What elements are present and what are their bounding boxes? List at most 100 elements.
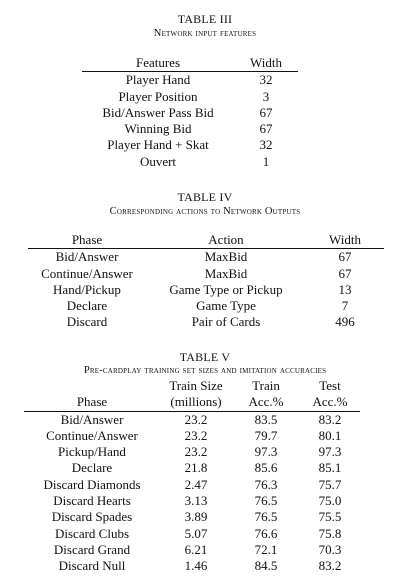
table-cell: 76.6 [254,525,278,541]
table-cell: 67 [338,249,352,265]
table-row: Declare Game Type 7 [28,298,384,314]
table-cell: Discard Null [58,558,126,574]
table-cell: Pickup/Hand [58,444,126,460]
table4-header-width: Width [306,232,384,250]
table4-header-row: Phase Action Width [28,232,384,250]
table-row: Player Position 3 [82,89,298,105]
table4-header-action: Action [146,232,306,250]
table-cell: Discard [66,314,108,330]
table-cell: 1 [262,153,270,169]
table-cell: Ouvert [139,153,177,169]
table4-label: TABLE IV [177,190,233,204]
table-cell: 97.3 [318,444,342,460]
table-row: Discard Hearts 3.13 76.5 75.0 [24,493,360,509]
table-cell: 3.89 [184,509,208,525]
table-cell: Discard Diamonds [43,476,141,492]
table-row: Bid/Answer 23.2 83.5 83.2 [24,411,360,428]
table3-header-row: Features Width [82,55,298,73]
table-cell: 83.2 [318,411,342,427]
table5-body: Bid/Answer 23.2 83.5 83.2 Continue/Answer 23.… [24,411,360,574]
table-cell: Game Type or Pickup [169,281,283,297]
table-cell: 70.3 [318,541,342,557]
table5: Train Size Train Test Phase (millions) A… [24,378,360,575]
table-cell: Bid/Answer Pass Bid [102,104,214,120]
table-cell: 32 [259,72,273,88]
table-row: Discard Spades 3.89 76.5 75.5 [24,509,360,525]
table-row: Continue/Answer MaxBid 67 [28,266,384,282]
table-cell: 75.8 [318,525,342,541]
table5-header-top-train: Train [252,378,280,393]
table-row: Ouvert 1 [82,154,298,170]
table-row: Continue/Answer 23.2 79.7 80.1 [24,428,360,444]
table3-header-features: Features [82,55,234,73]
table-cell: 32 [259,137,273,153]
table-row: Bid/Answer MaxBid 67 [28,249,384,266]
table-cell: 1.46 [184,558,208,574]
table3: Features Width Player Hand 32 Player Posit… [82,55,298,170]
table-cell: Discard Hearts [53,493,131,509]
table-cell: Bid/Answer [55,249,119,265]
table5-header-size: (millions) [160,394,232,412]
table-row: Discard Grand 6.21 72.1 70.3 [24,542,360,558]
table-cell: Hand/Pickup [53,281,121,297]
table-row: Winning Bid 67 [82,121,298,137]
table-row: Pickup/Hand 23.2 97.3 97.3 [24,444,360,460]
table-cell: 13 [338,281,352,297]
table-cell: 6.21 [184,541,208,557]
table5-header-test-acc: Acc.% [300,394,360,412]
table-cell: Continue/Answer [41,265,133,281]
table-cell: 67 [259,104,273,120]
table3-header-width: Width [234,55,298,73]
table-cell: Declare [71,460,113,476]
table-cell: 21.8 [184,460,208,476]
table-cell: 23.2 [184,427,208,443]
table-cell: 76.5 [254,509,278,525]
table-cell: 79.7 [254,427,278,443]
table-row: Discard Pair of Cards 496 [28,314,384,330]
table-cell: 76.5 [254,493,278,509]
table4-header-phase: Phase [28,232,146,250]
table-cell: 80.1 [318,427,342,443]
table-cell: 3.13 [184,493,208,509]
table-row: Bid/Answer Pass Bid 67 [82,105,298,121]
table-row: Player Hand + Skat 32 [82,137,298,153]
table4: Phase Action Width Bid/Answer MaxBid 67 Con… [28,232,384,331]
table-cell: Declare [66,298,108,314]
table-cell: 75.0 [318,493,342,509]
table-cell: 67 [338,265,352,281]
table5-caption: Pre-cardplay training set sizes and imit… [83,365,327,376]
table-cell: 97.3 [254,444,278,460]
table5-header-top-test: Test [319,378,341,393]
table-cell: Discard Grand [53,541,131,557]
table-cell: Game Type [196,298,256,314]
table5-header-top-phase [24,378,160,394]
table-row: Discard Diamonds 2.47 76.3 75.7 [24,477,360,493]
table-cell: Discard Spades [51,509,133,525]
table3-body: Player Hand 32 Player Position 3 Bid/Answer … [82,72,298,170]
table-cell: Player Position [118,88,198,104]
table-cell: MaxBid [204,265,248,281]
table5-header-top-size: Train Size [169,378,223,393]
table-cell: Discard Clubs [54,525,130,541]
table5-header-phase: Phase [24,394,160,412]
table5-header-train-acc: Acc.% [232,394,300,412]
table-cell: 5.07 [184,525,208,541]
table-cell: Bid/Answer [60,411,124,427]
table5-label: TABLE V [179,350,231,364]
table-cell: MaxBid [204,249,248,265]
table-cell: 83.5 [254,411,278,427]
table-cell: 2.47 [184,476,208,492]
table-cell: 3 [262,88,270,104]
table5-header-top-row: Train Size Train Test [24,378,360,394]
table-row: Discard Clubs 5.07 76.6 75.8 [24,526,360,542]
table-cell: 85.1 [318,460,342,476]
table3-label: TABLE III [177,12,233,26]
table5-header-row: Phase (millions) Acc.% Acc.% [24,394,360,412]
table-cell: 23.2 [184,444,208,460]
table-cell: Player Hand [125,72,191,88]
table-cell: Continue/Answer [46,427,138,443]
table-cell: 84.5 [254,558,278,574]
table-row: Discard Null 1.46 84.5 83.2 [24,558,360,574]
table4-body: Bid/Answer MaxBid 67 Continue/Answer MaxBid 6… [28,249,384,331]
table-row: Hand/Pickup Game Type or Pickup 13 [28,282,384,298]
